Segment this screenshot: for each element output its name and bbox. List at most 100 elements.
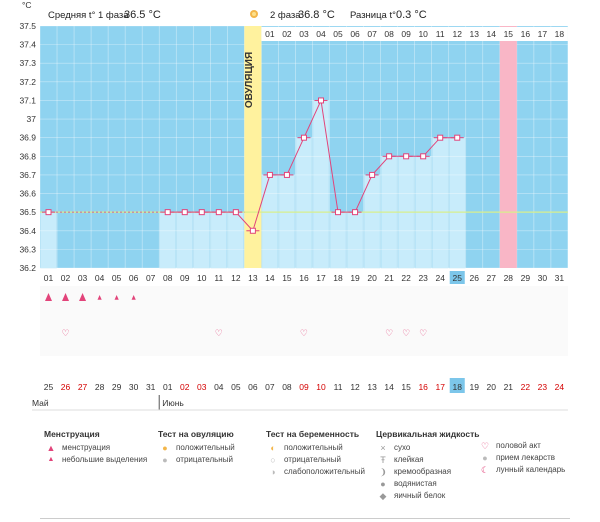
bottom-rule	[40, 518, 570, 519]
temp-point	[249, 227, 256, 234]
preg-negative-icon: ○	[270, 455, 276, 465]
phase2-day-label: 10	[418, 29, 428, 39]
phase2-day-label: 08	[384, 29, 394, 39]
legend-other: ♡ половой акт ● прием лекарств ☾ лунный кал…	[478, 440, 565, 476]
x-tick-label: 29	[521, 273, 531, 283]
calendar-date: 13	[367, 382, 377, 392]
temp-point	[181, 209, 188, 216]
calendar-date: 26	[61, 382, 71, 392]
phase2-day-label: 01	[265, 29, 275, 39]
legend-menses-title: Менструация	[44, 429, 100, 439]
calendar-date: 19	[470, 382, 480, 392]
calendar-date: 15	[401, 382, 411, 392]
creamy-icon: ❩	[379, 467, 387, 477]
phase2-day-label: 12	[453, 29, 463, 39]
calendar-date: 31	[146, 382, 156, 392]
symbol-rows-bg	[40, 286, 568, 356]
calendar-date: 20	[487, 382, 497, 392]
calendar-date: 08	[282, 382, 292, 392]
menses-heavy-icon: ▲	[46, 443, 56, 453]
intercourse-heart-icon: ♡	[62, 329, 70, 339]
temp-point	[266, 171, 273, 178]
calendar-date: 29	[112, 382, 122, 392]
calendar-date: 05	[231, 382, 241, 392]
x-tick-label: 18	[333, 273, 343, 283]
phase2-day-label: 17	[538, 29, 548, 39]
legend-cerv-item-5: яичный белок	[394, 491, 446, 500]
temp-point	[283, 171, 290, 178]
temp-point	[420, 153, 427, 160]
phase2-day-label: 04	[316, 29, 326, 39]
diff-value: 0.3 °C	[396, 9, 427, 21]
temp-bar	[312, 100, 330, 269]
phase2-day-band	[261, 27, 568, 41]
x-tick-label: 26	[470, 273, 480, 283]
menstruation-icon	[45, 293, 53, 301]
y-tick-label: 36.6	[19, 189, 36, 199]
temp-bar	[261, 174, 279, 269]
x-tick-label: 02	[61, 273, 71, 283]
month-label: Июнь	[162, 398, 184, 408]
legend-preg-item-3: слабоположительный	[284, 467, 365, 476]
calendar-date: 30	[129, 382, 139, 392]
x-tick-label: 07	[146, 273, 156, 283]
watery-icon: ●	[380, 479, 386, 489]
calendar-date: 07	[265, 382, 275, 392]
x-tick-label: 08	[163, 273, 173, 283]
phase2-label: 2 фаза	[270, 10, 301, 21]
x-tick-label: 12	[231, 273, 241, 283]
phase2-day-label: 16	[521, 29, 531, 39]
legend-cerv-item-3: кремообразная	[394, 467, 452, 476]
temp-bar	[176, 211, 194, 269]
temp-point	[403, 153, 410, 160]
preg-weak-icon: ◑	[270, 467, 276, 477]
phase2-day-label: 18	[555, 29, 565, 39]
calendar-date: 21	[504, 382, 514, 392]
temp-point	[164, 209, 171, 216]
calendar-date: 16	[418, 382, 428, 392]
x-tick-label: 06	[129, 273, 139, 283]
temp-bar	[329, 211, 347, 269]
y-tick-label: 37	[27, 114, 37, 124]
menses-light-icon: ▲	[47, 456, 55, 463]
x-tick-label: 10	[197, 273, 207, 283]
temp-point	[352, 209, 359, 216]
phase2-day-label: 03	[299, 29, 309, 39]
x-tick-label: 20	[367, 273, 377, 283]
preg-positive-icon: ◐	[270, 443, 276, 453]
legend-cerv-item-2: клейкая	[394, 455, 424, 464]
x-tick-label: 09	[180, 273, 190, 283]
phase2-day-label: 07	[367, 29, 377, 39]
temp-bar	[278, 174, 296, 269]
x-tick-label: 01	[44, 273, 54, 283]
legend-cerv-item-4: водянистая	[394, 479, 437, 488]
x-tick-label: 13	[248, 273, 258, 283]
phase2-day-label: 13	[470, 29, 480, 39]
phase2-value: 36.8 °C	[298, 9, 335, 21]
header-band	[40, 2, 568, 26]
legend-preg-title: Тест на беременность	[266, 429, 360, 439]
calendar-date: 06	[248, 382, 258, 392]
temp-bar	[210, 211, 228, 269]
today-date-marker	[449, 378, 465, 393]
y-tick-label: 36.2	[19, 263, 36, 273]
temp-point	[437, 134, 444, 141]
temp-bar	[227, 211, 245, 269]
temp-bar	[431, 137, 449, 269]
intercourse-icon: ♡	[480, 441, 490, 451]
y-tick-label: 36.8	[19, 151, 36, 161]
medication-icon: ●	[482, 453, 488, 463]
calendar-date: 18	[453, 382, 463, 392]
temp-point	[232, 209, 239, 216]
calendar-date: 01	[163, 382, 173, 392]
y-tick-label: 37.3	[19, 58, 36, 68]
phase1-label: Средняя t° 1 фаза	[48, 10, 129, 21]
x-tick-label: 25	[453, 273, 463, 283]
phase2-day-label: 14	[487, 29, 497, 39]
x-tick-label: 19	[350, 273, 360, 283]
calendar-date: 14	[384, 382, 394, 392]
calendar-date: 09	[299, 382, 309, 392]
legend-cerv-item-1: сухо	[394, 443, 411, 452]
temp-point	[317, 97, 324, 104]
